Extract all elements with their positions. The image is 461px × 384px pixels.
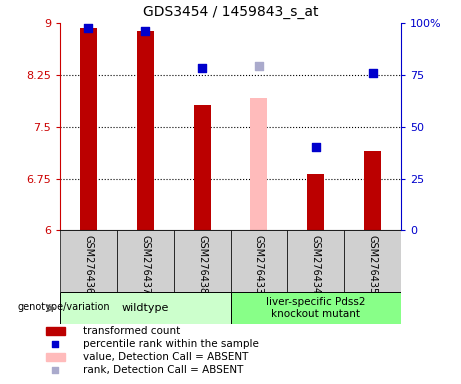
Bar [46, 353, 65, 361]
Text: GSM276437: GSM276437 [140, 235, 150, 295]
Bar [307, 174, 324, 230]
Text: transformed count: transformed count [83, 326, 180, 336]
Point [52, 367, 59, 373]
Bar [230, 230, 287, 292]
Text: liver-specific Pdss2
knockout mutant: liver-specific Pdss2 knockout mutant [266, 297, 366, 319]
Text: GSM276435: GSM276435 [367, 235, 378, 295]
Bar [60, 230, 117, 292]
Text: rank, Detection Call = ABSENT: rank, Detection Call = ABSENT [83, 365, 243, 375]
Point [255, 63, 263, 69]
Bar [287, 230, 344, 292]
Bar [60, 292, 230, 324]
Text: value, Detection Call = ABSENT: value, Detection Call = ABSENT [83, 352, 248, 362]
Bar [80, 28, 97, 230]
Text: wildtype: wildtype [122, 303, 169, 313]
Point [312, 144, 319, 151]
Point [369, 70, 376, 76]
Title: GDS3454 / 1459843_s_at: GDS3454 / 1459843_s_at [143, 5, 318, 19]
Bar [230, 292, 401, 324]
Bar [250, 98, 267, 230]
Text: genotype/variation: genotype/variation [18, 301, 111, 311]
Bar [46, 327, 65, 335]
Bar [174, 230, 230, 292]
Bar [344, 230, 401, 292]
Point [52, 341, 59, 347]
Text: GSM276438: GSM276438 [197, 235, 207, 295]
Text: GSM276433: GSM276433 [254, 235, 264, 295]
Text: percentile rank within the sample: percentile rank within the sample [83, 339, 259, 349]
Text: GSM276436: GSM276436 [83, 235, 94, 295]
Bar [194, 104, 211, 230]
Bar [364, 151, 381, 230]
Bar [117, 230, 174, 292]
Point [198, 65, 206, 71]
Text: GSM276434: GSM276434 [311, 235, 321, 295]
Bar [136, 31, 154, 230]
Point [85, 25, 92, 31]
Point [142, 28, 149, 35]
